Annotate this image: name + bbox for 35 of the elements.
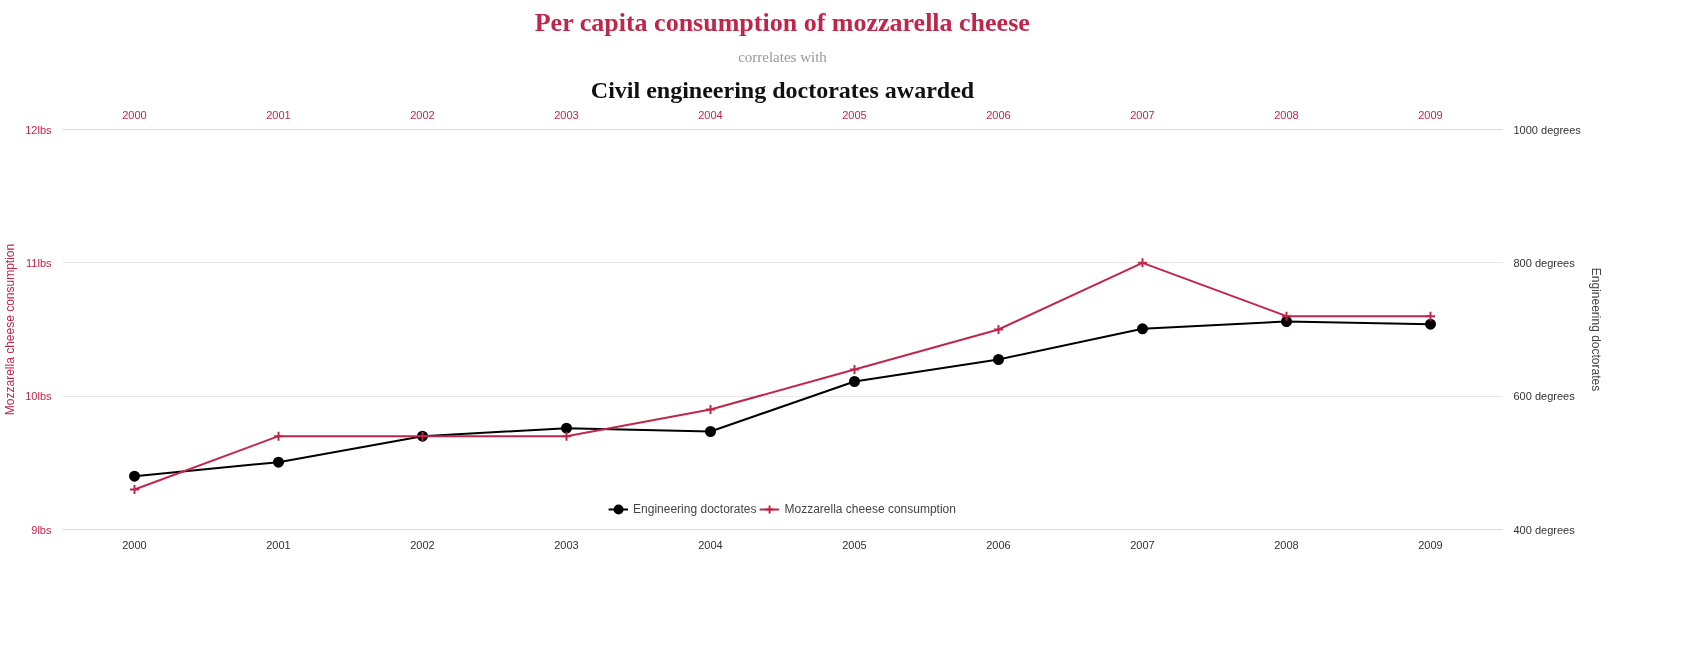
legend-label: Mozzarella cheese consumption	[784, 502, 956, 516]
y2-tick-label: 800 degrees	[1513, 256, 1576, 269]
x-tick-label: 2008	[1274, 108, 1299, 121]
x-tick-label: 2004	[698, 108, 723, 121]
x-tick-label: 2009	[1418, 108, 1443, 121]
y2-tick-label: 400 degrees	[1513, 523, 1576, 536]
x-tick-label: 2000	[122, 108, 147, 121]
y-tick-label: 12lbs	[25, 123, 52, 136]
text: Civil engineering doctorates awarded	[590, 76, 975, 103]
y2-tick-label: 1000 degrees	[1513, 123, 1582, 136]
category-label: 2000	[122, 538, 147, 551]
chart-subtitle: correlates with	[738, 48, 828, 65]
category-label: 2007	[1130, 538, 1155, 551]
x-tick-label: 2006	[986, 108, 1011, 121]
x-tick-label: 2003	[554, 108, 579, 121]
x-tick-label: 2007	[1130, 108, 1155, 121]
y2-tick-label: 600 degrees	[1513, 390, 1576, 403]
category-label: 2005	[842, 538, 867, 551]
x-tick-label: 2005	[842, 108, 867, 121]
y-tick-label: 10lbs	[25, 390, 52, 403]
category-label: 2001	[266, 538, 291, 551]
y-axis-title: Mozzarella cheese consumption	[3, 243, 18, 416]
y-tick-label: 9lbs	[31, 523, 52, 536]
chart-title: Per capita consumption of mozzarella cheese	[534, 7, 1030, 37]
x-tick-label: 2001	[266, 108, 291, 121]
y2-axis-title: Engineering doctorates	[1588, 267, 1603, 392]
category-label: 2002	[410, 538, 435, 551]
x-tick-label: 2002	[410, 108, 435, 121]
category-label: 2004	[698, 538, 723, 551]
category-label: 2009	[1418, 538, 1443, 551]
category-label: 2003	[554, 538, 579, 551]
y-tick-label: 11lbs	[26, 256, 52, 269]
legend-label: Engineering doctorates	[633, 502, 757, 516]
category-label: 2006	[986, 538, 1011, 551]
category-label: 2008	[1274, 538, 1299, 551]
